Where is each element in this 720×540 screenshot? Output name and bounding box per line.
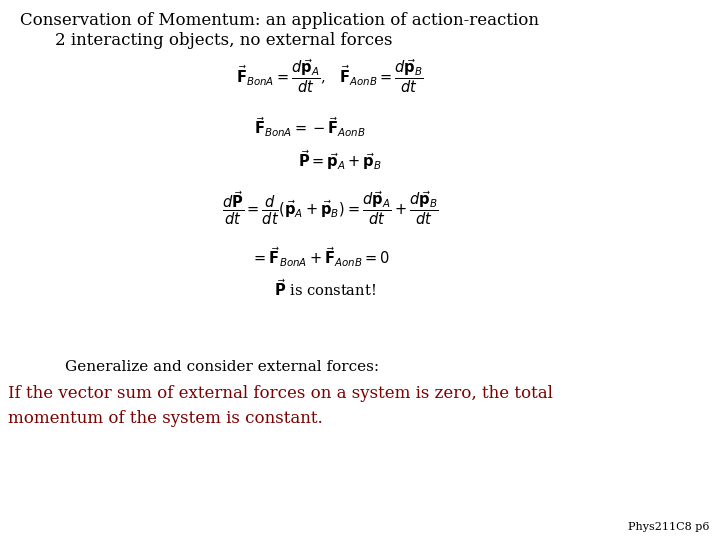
Text: 2 interacting objects, no external forces: 2 interacting objects, no external force…	[55, 32, 392, 49]
Text: Phys211C8 p6: Phys211C8 p6	[629, 522, 710, 532]
Text: Generalize and consider external forces:: Generalize and consider external forces:	[65, 360, 379, 374]
Text: $\vec{\mathbf{P}} = \vec{\mathbf{p}}_A + \vec{\mathbf{p}}_B$: $\vec{\mathbf{P}} = \vec{\mathbf{p}}_A +…	[298, 148, 382, 172]
Text: $\vec{\mathbf{F}}_{BonA} = -\vec{\mathbf{F}}_{AonB}$: $\vec{\mathbf{F}}_{BonA} = -\vec{\mathbf…	[254, 115, 366, 139]
Text: $\vec{\mathbf{P}}$ is constant!: $\vec{\mathbf{P}}$ is constant!	[274, 278, 376, 299]
Text: If the vector sum of external forces on a system is zero, the total: If the vector sum of external forces on …	[8, 385, 553, 402]
Text: Conservation of Momentum: an application of action-reaction: Conservation of Momentum: an application…	[20, 12, 539, 29]
Text: $= \vec{\mathbf{F}}_{BonA} + \vec{\mathbf{F}}_{AonB} = 0$: $= \vec{\mathbf{F}}_{BonA} + \vec{\mathb…	[251, 245, 390, 268]
Text: momentum of the system is constant.: momentum of the system is constant.	[8, 410, 323, 427]
Text: $\vec{\mathbf{F}}_{BonA} = \dfrac{d\vec{\mathbf{p}}_A}{dt}$,   $\vec{\mathbf{F}}: $\vec{\mathbf{F}}_{BonA} = \dfrac{d\vec{…	[236, 58, 424, 96]
Text: $\dfrac{d\vec{\mathbf{P}}}{dt} = \dfrac{d}{dt}(\vec{\mathbf{p}}_A + \vec{\mathbf: $\dfrac{d\vec{\mathbf{P}}}{dt} = \dfrac{…	[222, 190, 438, 227]
